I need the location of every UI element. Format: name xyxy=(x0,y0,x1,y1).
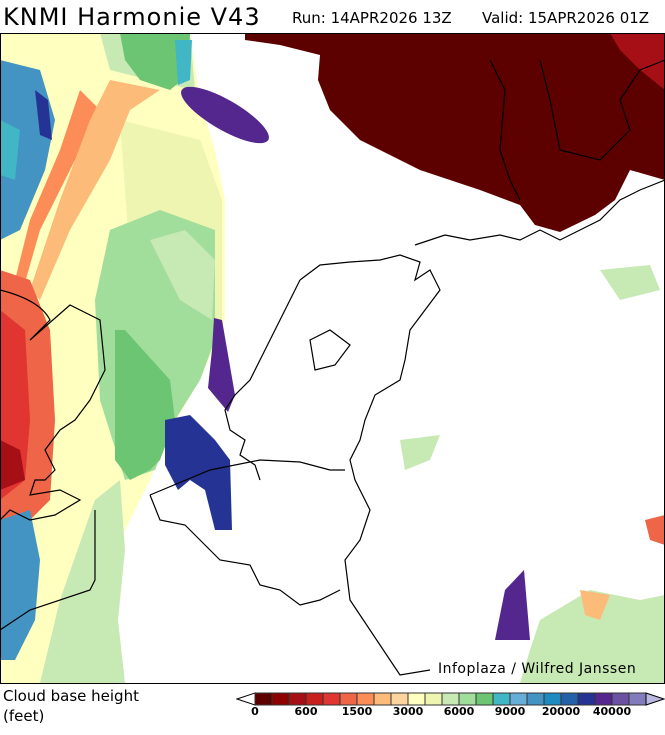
field-green-patch-east xyxy=(600,265,660,300)
valid-time: Valid: 15APR2026 01Z xyxy=(482,9,650,27)
colorbar-swatch xyxy=(560,692,579,706)
field-green-top xyxy=(120,33,190,90)
field-dark-red-west xyxy=(0,440,25,490)
colorbar xyxy=(236,692,665,706)
colorbar-swatch xyxy=(373,692,392,706)
colorbar-tick-label: 3000 xyxy=(392,705,424,718)
colorbar-swatch xyxy=(475,692,494,706)
colorbar-tick-label: 40000 xyxy=(592,705,632,718)
field-green-patch xyxy=(400,435,440,470)
colorbar-over-arrow xyxy=(645,692,665,706)
field-red-north-edge xyxy=(610,33,665,90)
colorbar-under-arrow xyxy=(236,692,256,706)
ijsselmeer xyxy=(309,329,351,371)
colorbar-swatch xyxy=(543,692,562,706)
field-orange xyxy=(10,90,100,300)
colorbar-swatch xyxy=(339,692,358,706)
colorbar-swatch xyxy=(458,692,477,706)
cloud-fields xyxy=(0,33,665,683)
colorbar-tick-label: 600 xyxy=(294,705,318,718)
legend-label: Cloud base height (feet) xyxy=(3,686,139,726)
colorbar-swatch xyxy=(288,692,307,706)
colorbar-swatch xyxy=(509,692,528,706)
colorbar-swatch xyxy=(322,692,341,706)
border-belgium xyxy=(149,459,345,606)
field-purple-north xyxy=(181,86,269,144)
field-purple-south xyxy=(495,570,530,640)
field-navy-west xyxy=(35,90,52,140)
colorbar-swatch xyxy=(271,692,290,706)
cloud-base-map xyxy=(0,33,665,684)
field-pale-green-south xyxy=(40,480,125,683)
colorbar-tick-label: 20000 xyxy=(541,705,581,718)
coastline-nl xyxy=(224,234,446,676)
field-teal-west xyxy=(0,120,20,180)
coastline-uk xyxy=(0,289,106,631)
run-time: Run: 14APR2026 13Z xyxy=(292,9,452,27)
chart-title: KNMI Harmonie V43 xyxy=(3,3,261,31)
field-darkblue-zeeland xyxy=(165,415,232,530)
field-green-southeast xyxy=(520,590,665,683)
colorbar-swatch xyxy=(407,692,426,706)
legend-label-line2: (feet) xyxy=(3,707,45,725)
field-teal-top xyxy=(175,40,192,85)
map-credit: Infoplaza / Wilfred Janssen xyxy=(438,661,637,677)
field-purple-coast xyxy=(208,318,235,412)
colorbar-swatch xyxy=(424,692,443,706)
colorbar-tick-label: 9000 xyxy=(494,705,526,718)
field-orange-southeast xyxy=(580,590,610,620)
field-peach xyxy=(30,80,160,300)
field-green-mid xyxy=(115,330,175,480)
field-red-east xyxy=(645,515,665,545)
colorbar-swatch xyxy=(611,692,630,706)
colorbar-swatch xyxy=(441,692,460,706)
legend-label-line1: Cloud base height xyxy=(3,687,139,705)
colorbar-swatch xyxy=(356,692,375,706)
colorbar-tick-label: 0 xyxy=(251,705,259,718)
colorbar-swatch xyxy=(526,692,545,706)
colorbar-swatch xyxy=(594,692,613,706)
colorbar-tick-label: 1500 xyxy=(341,705,373,718)
colorbar-swatch xyxy=(577,692,596,706)
field-blue-southwest xyxy=(0,510,40,660)
colorbar-swatch xyxy=(390,692,409,706)
coastlines-borders xyxy=(0,59,665,676)
colorbar-tick-label: 6000 xyxy=(443,705,475,718)
colorbar-swatch xyxy=(305,692,324,706)
field-darkred-north xyxy=(245,33,665,232)
colorbar-swatch xyxy=(254,692,273,706)
colorbar-swatch xyxy=(628,692,647,706)
colorbar-swatch xyxy=(492,692,511,706)
coastline-germany xyxy=(444,59,665,241)
field-pale-green-mid xyxy=(150,230,215,320)
